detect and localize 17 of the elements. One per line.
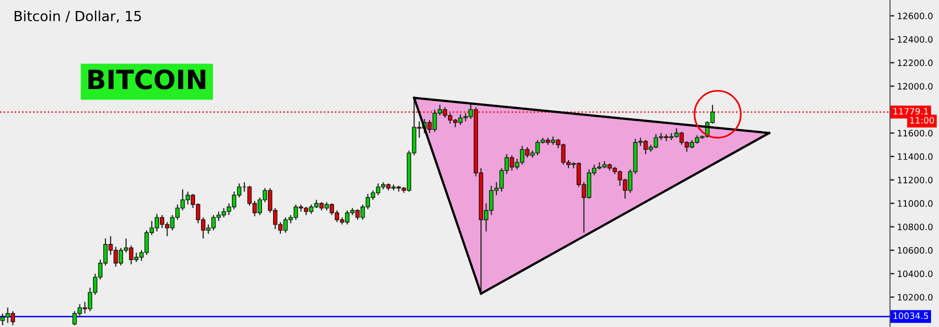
y-tick-label: 11400.0: [898, 153, 933, 160]
text: Bitcoin / Dollar, 15: [14, 10, 141, 23]
y-tick-label: 11000.0: [898, 200, 933, 207]
ref-line-label: 10034.5: [894, 312, 928, 320]
y-tick-label: 11200.0: [898, 176, 933, 184]
y-tick-label: 12200.0: [898, 60, 933, 66]
text: 11:00: [910, 116, 934, 124]
y-tick-label: 12400.0: [898, 36, 933, 43]
annotation: BITCOIN: [88, 69, 206, 90]
y-tick-label: 12000.0: [898, 82, 933, 90]
y-tick-label: 10600.0: [898, 247, 933, 254]
y-tick-label: 10200.0: [898, 294, 933, 301]
y-tick-label: 12600.0: [898, 12, 933, 20]
y-tick-label: 10400.0: [898, 270, 933, 278]
y-tick-label: 11600.0: [898, 130, 933, 136]
y-tick-label: 10800.0: [898, 224, 933, 230]
ref-line-label: 11779.1: [894, 108, 928, 115]
